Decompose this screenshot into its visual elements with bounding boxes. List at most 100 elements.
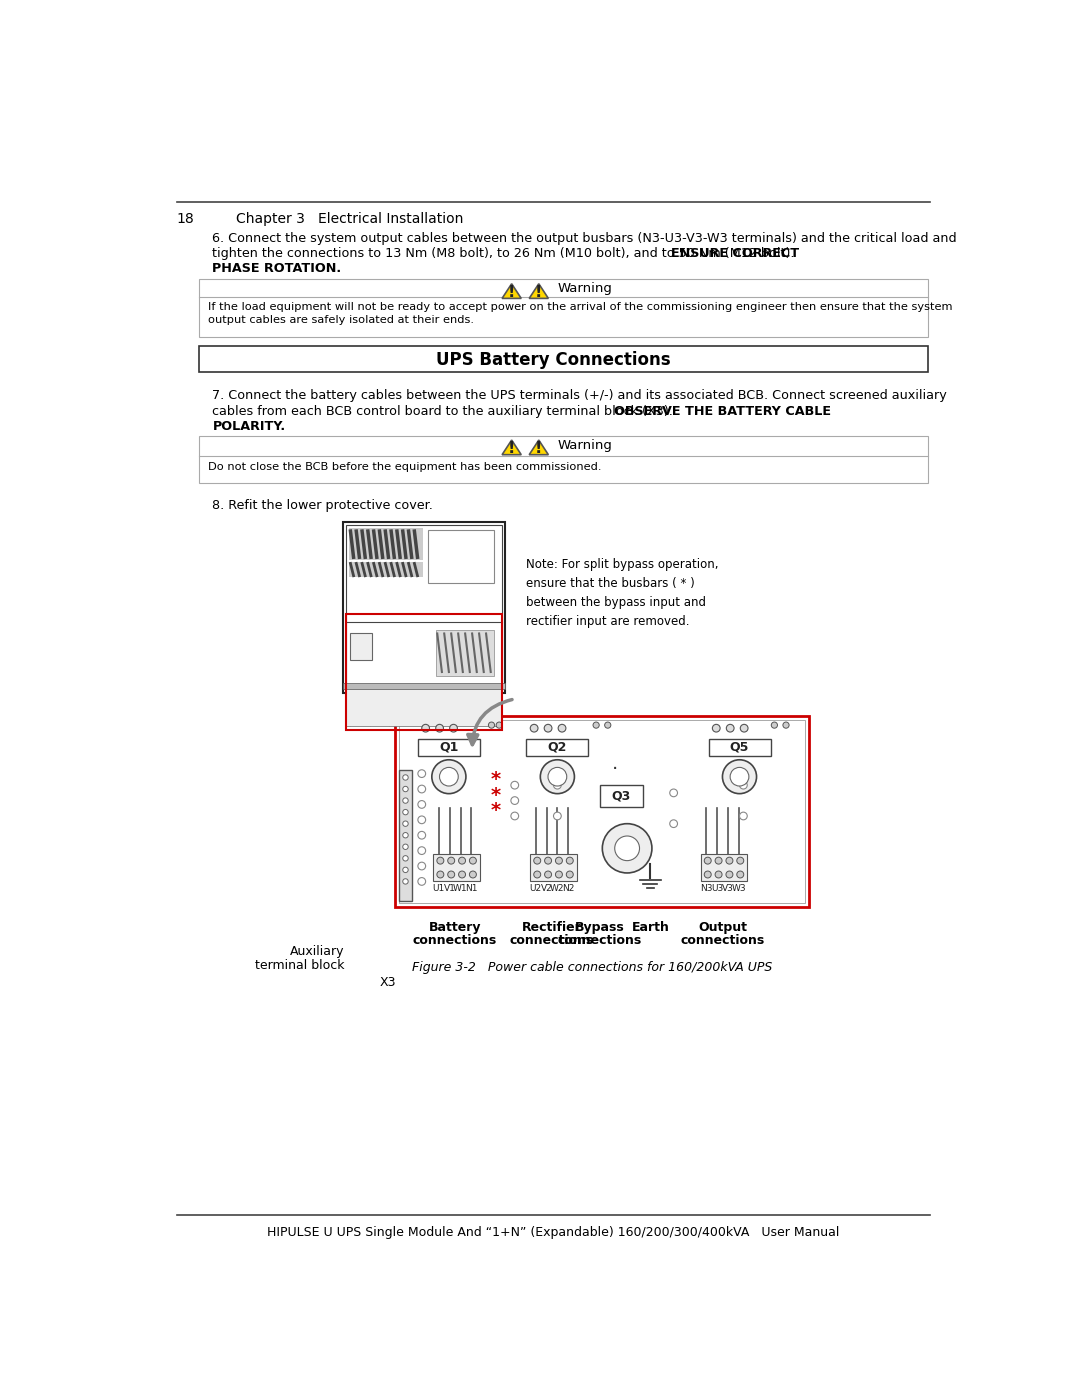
- Circle shape: [737, 872, 744, 877]
- Text: V1: V1: [444, 884, 456, 893]
- Text: PHASE ROTATION.: PHASE ROTATION.: [213, 263, 341, 275]
- Circle shape: [530, 725, 538, 732]
- Circle shape: [511, 796, 518, 805]
- Circle shape: [715, 872, 723, 877]
- Circle shape: [459, 858, 465, 865]
- Circle shape: [554, 781, 562, 789]
- Text: X3: X3: [379, 977, 396, 989]
- Circle shape: [403, 775, 408, 780]
- Circle shape: [470, 858, 476, 865]
- Text: !: !: [508, 285, 515, 300]
- Text: Warning: Warning: [557, 282, 612, 295]
- Circle shape: [470, 872, 476, 877]
- Text: ENSURE CORRECT: ENSURE CORRECT: [672, 247, 799, 260]
- Circle shape: [418, 831, 426, 840]
- Bar: [418, 739, 480, 756]
- Circle shape: [771, 722, 778, 728]
- Circle shape: [418, 877, 426, 886]
- Text: U2: U2: [529, 884, 542, 893]
- Circle shape: [418, 862, 426, 870]
- Text: Q1: Q1: [440, 740, 459, 754]
- Bar: [530, 855, 577, 882]
- Circle shape: [723, 760, 757, 793]
- Text: Warning: Warning: [557, 439, 612, 453]
- Circle shape: [566, 858, 573, 865]
- Circle shape: [737, 858, 744, 865]
- Circle shape: [403, 879, 408, 884]
- Circle shape: [403, 868, 408, 873]
- Circle shape: [740, 812, 747, 820]
- Text: Note: For split bypass operation,
ensure that the busbars ( * )
between the bypa: Note: For split bypass operation, ensure…: [526, 557, 718, 629]
- Bar: [342, 522, 504, 693]
- Circle shape: [740, 725, 748, 732]
- Text: 7. Connect the battery cables between the UPS terminals (+/-) and its associated: 7. Connect the battery cables between th…: [213, 390, 947, 402]
- Circle shape: [496, 722, 502, 728]
- Circle shape: [726, 858, 733, 865]
- Circle shape: [488, 722, 495, 728]
- Text: output cables are safely isolated at their ends.: output cables are safely isolated at the…: [207, 316, 474, 326]
- Circle shape: [548, 767, 567, 787]
- Circle shape: [670, 789, 677, 796]
- Text: Battery: Battery: [429, 921, 482, 933]
- Circle shape: [554, 812, 562, 820]
- Bar: [346, 525, 501, 690]
- Text: N1: N1: [465, 884, 477, 893]
- Circle shape: [422, 725, 430, 732]
- Text: *: *: [490, 800, 500, 820]
- Text: POLARITY.: POLARITY.: [213, 420, 285, 433]
- Circle shape: [432, 760, 465, 793]
- Circle shape: [448, 858, 455, 865]
- Text: OBSERVE THE BATTERY CABLE: OBSERVE THE BATTERY CABLE: [613, 405, 831, 418]
- Text: terminal block: terminal block: [255, 960, 345, 972]
- Text: V2: V2: [541, 884, 552, 893]
- Text: 6. Connect the system output cables between the output busbars (N3-U3-V3-W3 term: 6. Connect the system output cables betw…: [213, 232, 957, 244]
- Circle shape: [605, 722, 611, 728]
- Text: HIPULSE U UPS Single Module And “1+N” (Expandable) 160/200/300/400kVA   User Man: HIPULSE U UPS Single Module And “1+N” (E…: [268, 1227, 839, 1239]
- Text: connections: connections: [680, 933, 765, 947]
- Circle shape: [403, 809, 408, 814]
- Circle shape: [615, 835, 639, 861]
- Bar: [435, 630, 494, 676]
- Bar: [526, 739, 589, 756]
- Bar: [349, 528, 422, 560]
- Circle shape: [593, 722, 599, 728]
- Polygon shape: [529, 284, 549, 299]
- Circle shape: [418, 770, 426, 778]
- Circle shape: [544, 872, 552, 877]
- Circle shape: [511, 781, 518, 789]
- Text: !: !: [535, 285, 542, 300]
- Bar: [433, 855, 480, 882]
- Bar: [346, 615, 501, 729]
- Circle shape: [726, 872, 733, 877]
- Circle shape: [727, 725, 734, 732]
- Circle shape: [715, 858, 723, 865]
- Text: Chapter 3   Electrical Installation: Chapter 3 Electrical Installation: [235, 212, 463, 226]
- Bar: [200, 279, 928, 337]
- Text: U1: U1: [433, 884, 445, 893]
- Bar: [708, 739, 770, 756]
- Circle shape: [704, 858, 712, 865]
- Bar: [200, 346, 928, 372]
- Circle shape: [603, 824, 652, 873]
- Polygon shape: [502, 284, 522, 299]
- Circle shape: [448, 872, 455, 877]
- Bar: [350, 633, 373, 661]
- Text: Rectifier: Rectifier: [522, 921, 582, 933]
- Circle shape: [459, 872, 465, 877]
- Text: connections: connections: [558, 933, 643, 947]
- Circle shape: [534, 858, 541, 865]
- Text: connections: connections: [413, 933, 497, 947]
- Circle shape: [713, 725, 720, 732]
- Bar: [342, 683, 504, 689]
- Circle shape: [544, 725, 552, 732]
- Text: Bypass: Bypass: [576, 921, 625, 933]
- Bar: [399, 770, 413, 901]
- Circle shape: [403, 798, 408, 803]
- Circle shape: [730, 767, 748, 787]
- Polygon shape: [502, 440, 522, 454]
- Bar: [200, 436, 928, 483]
- Text: Q3: Q3: [611, 789, 631, 802]
- Circle shape: [403, 855, 408, 861]
- Bar: [399, 719, 806, 902]
- Text: If the load equipment will not be ready to accept power on the arrival of the co: If the load equipment will not be ready …: [207, 302, 953, 312]
